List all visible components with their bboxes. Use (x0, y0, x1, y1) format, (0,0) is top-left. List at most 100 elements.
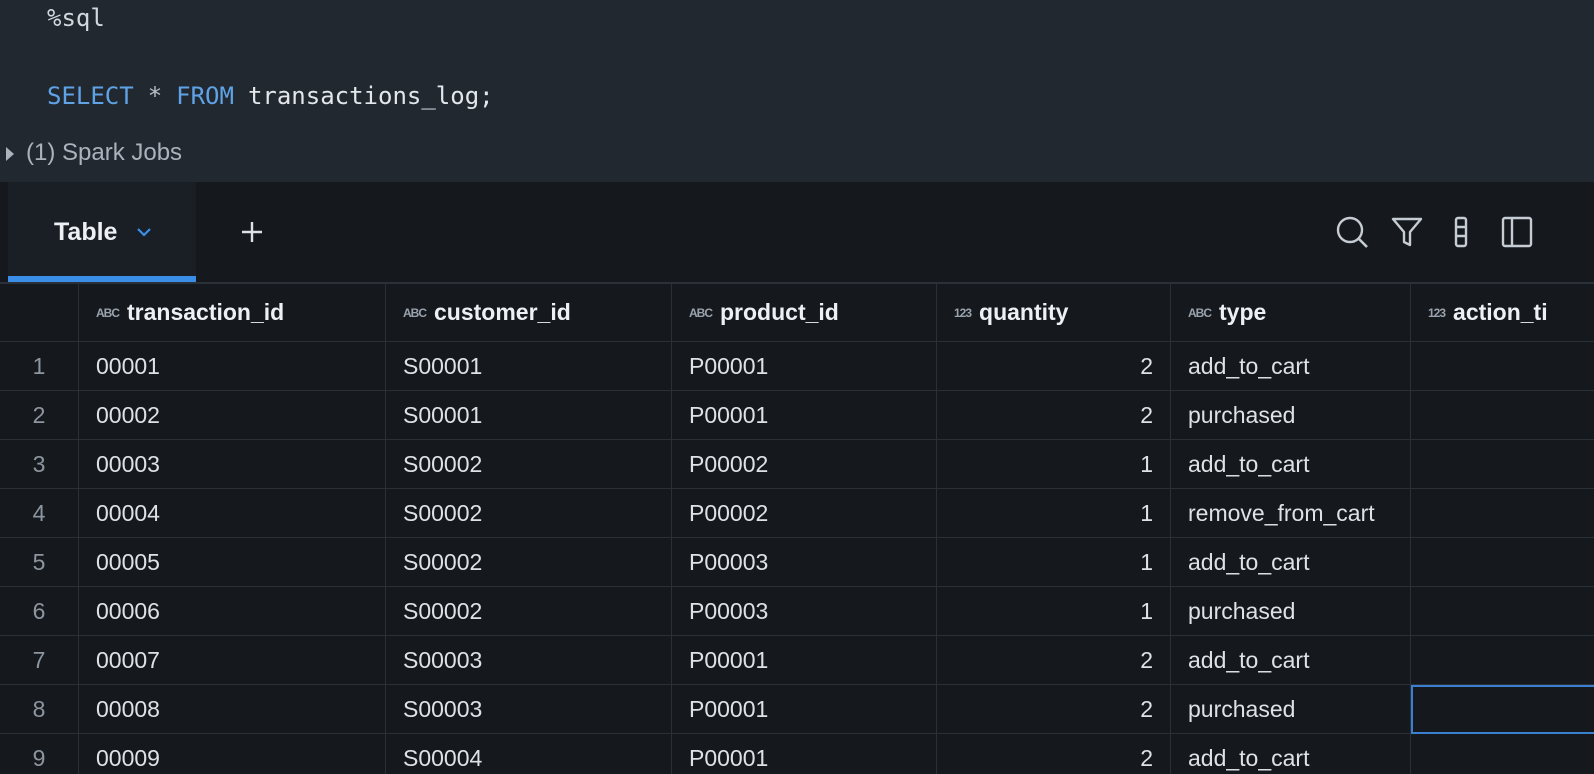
table-cell[interactable]: 00001 (79, 342, 386, 391)
table-cell[interactable]: add_to_cart (1171, 538, 1411, 587)
cell-value: S00001 (403, 401, 483, 428)
table-cell[interactable]: add_to_cart (1171, 636, 1411, 685)
table-cell[interactable]: add_to_cart (1171, 440, 1411, 489)
type-icon: ABC (1188, 305, 1212, 320)
code-cell[interactable]: %sql SELECT * FROM transactions_log; (1) Sp… (0, 0, 1594, 182)
table-cell[interactable]: P00001 (672, 636, 937, 685)
table-cell[interactable]: purchased (1171, 391, 1411, 440)
table-cell[interactable]: P00001 (672, 685, 937, 734)
add-tab[interactable] (240, 220, 264, 244)
table-cell[interactable]: S00001 (386, 342, 672, 391)
table-cell[interactable]: 00004 (79, 489, 386, 538)
table-cell[interactable]: S00003 (386, 685, 672, 734)
table-cell[interactable]: P00003 (672, 538, 937, 587)
table-cell[interactable]: S00004 (386, 734, 672, 774)
table-cell[interactable]: 00007 (79, 636, 386, 685)
table-cell[interactable]: 00002 (79, 391, 386, 440)
cell-value: 00004 (96, 499, 160, 526)
cell-value: 00008 (96, 695, 160, 722)
cell-value: S00004 (403, 744, 483, 771)
row-number: 7 (0, 636, 79, 685)
table-cell[interactable]: 2 (937, 734, 1171, 774)
table-cell[interactable]: 00009 (79, 734, 386, 774)
type-icon: 123 (954, 305, 972, 320)
cell-value: S00002 (403, 499, 483, 526)
spark-jobs[interactable]: (1) Spark Jobs (26, 139, 183, 166)
table-cell[interactable]: purchased (1171, 587, 1411, 636)
row-index: 9 (32, 744, 46, 771)
table-cell[interactable]: add_to_cart (1171, 734, 1411, 774)
columns-icon[interactable] (1452, 215, 1470, 249)
panel-icon[interactable] (1500, 215, 1534, 249)
cell-value: S00002 (403, 597, 483, 624)
cell-value: 00007 (96, 646, 160, 673)
table-cell[interactable]: 1 (937, 489, 1171, 538)
table-cell[interactable] (1411, 342, 1594, 391)
table-cell[interactable]: S00001 (386, 391, 672, 440)
table-cell[interactable]: 1 (937, 587, 1171, 636)
header-cell[interactable]: 123 quantity (937, 284, 1171, 342)
table-cell[interactable]: 1 (937, 440, 1171, 489)
header-cell[interactable]: ABC product_id (672, 284, 937, 342)
table-cell[interactable]: S00002 (386, 440, 672, 489)
expand-caret[interactable] (4, 145, 16, 163)
tab-dropdown[interactable] (136, 226, 152, 238)
cell-value: P00003 (689, 597, 769, 624)
table-cell[interactable] (1411, 440, 1594, 489)
row-index: 3 (32, 450, 46, 477)
table-cell[interactable]: 00003 (79, 440, 386, 489)
table-cell[interactable]: S00002 (386, 489, 672, 538)
cell-value: add_to_cart (1188, 646, 1310, 673)
selected-cell[interactable] (1411, 685, 1594, 734)
cell-value: S00003 (403, 695, 483, 722)
table-cell[interactable]: P00003 (672, 587, 937, 636)
table-cell[interactable]: 00006 (79, 587, 386, 636)
cell-value: P00001 (689, 401, 769, 428)
table-cell[interactable] (1411, 636, 1594, 685)
filter-icon[interactable] (1390, 215, 1424, 249)
table-cell[interactable] (1411, 489, 1594, 538)
table-cell[interactable]: 2 (937, 636, 1171, 685)
table-cell[interactable]: S00002 (386, 587, 672, 636)
header-cell[interactable]: ABC customer_id (386, 284, 672, 342)
table-cell[interactable]: 2 (937, 342, 1171, 391)
row-number: 5 (0, 538, 79, 587)
table-cell[interactable]: P00001 (672, 391, 937, 440)
table-cell[interactable]: S00003 (386, 636, 672, 685)
row-number: 4 (0, 489, 79, 538)
search-icon[interactable] (1334, 214, 1370, 250)
tab-bar: Table (0, 182, 1594, 282)
row-number: 6 (0, 587, 79, 636)
cell-value: purchased (1188, 597, 1296, 624)
table-cell[interactable]: remove_from_cart (1171, 489, 1411, 538)
cell-value: purchased (1188, 695, 1296, 722)
table-cell[interactable]: purchased (1171, 685, 1411, 734)
table-cell[interactable]: P00002 (672, 489, 937, 538)
column-name: customer_id (434, 299, 571, 325)
table-cell[interactable]: 00008 (79, 685, 386, 734)
row-index: 2 (32, 401, 46, 428)
type-icon: ABC (403, 305, 427, 320)
table-cell[interactable]: 2 (937, 685, 1171, 734)
table-cell[interactable]: 00005 (79, 538, 386, 587)
table-cell[interactable]: add_to_cart (1171, 342, 1411, 391)
table-cell[interactable] (1411, 391, 1594, 440)
row-number: 9 (0, 734, 79, 774)
table-cell[interactable]: S00002 (386, 538, 672, 587)
table-cell[interactable]: P00002 (672, 440, 937, 489)
header-cell[interactable]: ABC type (1171, 284, 1411, 342)
column-name: product_id (720, 299, 839, 325)
table-cell[interactable]: P00001 (672, 342, 937, 391)
tab[interactable]: Table (8, 182, 196, 282)
table-cell[interactable] (1411, 538, 1594, 587)
header-cell[interactable]: 123 action_ti (1411, 284, 1594, 342)
table-cell[interactable]: 1 (937, 538, 1171, 587)
tab-label[interactable]: Table (54, 218, 118, 246)
table-cell[interactable] (1411, 734, 1594, 774)
result-table: ABC transaction_id ABC customer_id ABC produc… (0, 282, 1594, 774)
table-cell[interactable] (1411, 587, 1594, 636)
table-cell[interactable]: P00001 (672, 734, 937, 774)
table-cell[interactable]: 2 (937, 391, 1171, 440)
header-cell[interactable]: ABC transaction_id (79, 284, 386, 342)
